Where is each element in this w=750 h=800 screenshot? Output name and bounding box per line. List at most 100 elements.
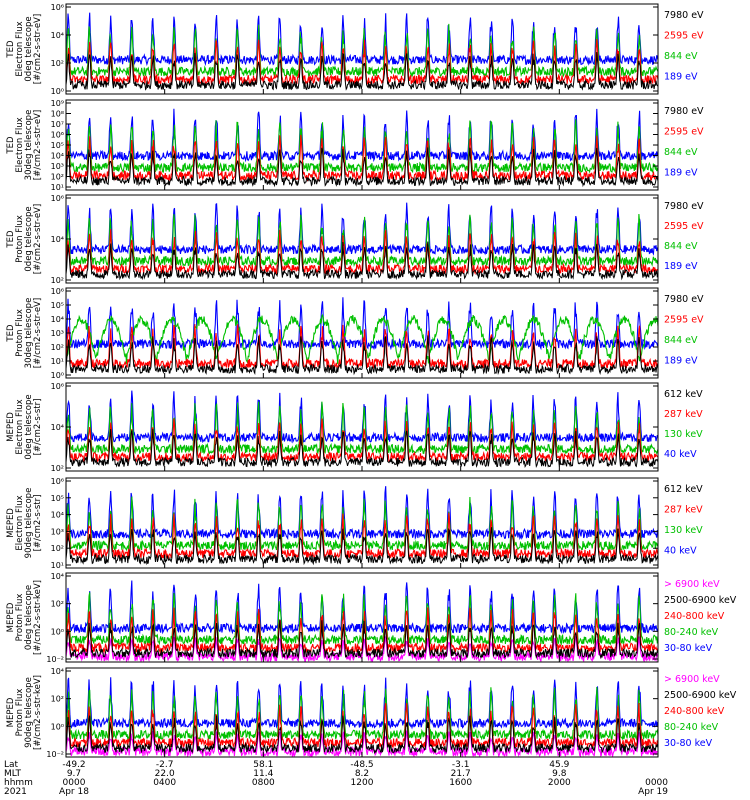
- panel-4-ylabel: Proton Flux: [15, 309, 25, 357]
- panel-2-series-3: [66, 119, 658, 174]
- panel-4-traces: [66, 297, 658, 376]
- panel-5-ylabel: [#/cm2-s-str]: [33, 399, 43, 456]
- panel-6-ytick-label: 10⁵: [51, 494, 64, 503]
- panel-1-ylabel: Electron Flux: [15, 21, 25, 76]
- panel-5-ylabel: MEPED: [6, 412, 16, 442]
- panel-5-legend-item: 130 keV: [664, 429, 703, 440]
- panel-5-ytick-label: 10⁴: [51, 423, 64, 432]
- panel-2-series-1: [66, 147, 658, 188]
- panel-7-legend-item: 80-240 keV: [664, 627, 719, 638]
- panel-7-ylabel: MEPED: [6, 602, 16, 632]
- panel-5-series-3: [66, 401, 658, 456]
- panel-5-ylabel: Electron Flux: [15, 399, 25, 454]
- panel-6-ylabel: [#/cm2-s-str]: [33, 495, 43, 552]
- panel-1-legend-item: 7980 eV: [664, 10, 704, 21]
- panel-4: [65, 287, 659, 379]
- panel-2-legend-item: 2595 eV: [664, 127, 704, 138]
- x-tick-date: Apr 18: [59, 787, 89, 797]
- panel-7-legend-item: 240-800 keV: [664, 611, 725, 622]
- panel-6-series-3: [66, 496, 658, 553]
- panel-8-ylabel: MEPED: [6, 697, 16, 727]
- panel-5-series-4: [66, 390, 658, 445]
- panel-3-legend-item: 2595 eV: [664, 221, 704, 232]
- panel-7-ylabel: [#/cm2-s-str-keV]: [33, 580, 43, 655]
- panel-8-legend-item: 240-800 keV: [664, 706, 725, 717]
- panel-4-ytick-label: 10⁰: [51, 371, 64, 380]
- panel-6: [65, 477, 659, 569]
- panel-3-series-2: [66, 229, 658, 276]
- x-tick-mlt: 9.7: [67, 769, 81, 779]
- panel-2-series-2: [66, 134, 658, 182]
- panel-7-ytick-label: 10⁻²: [46, 655, 64, 664]
- x-tick-lat: 58.1: [253, 760, 273, 770]
- panel-3-ylabel: TED: [6, 230, 16, 249]
- panel-3: [65, 194, 659, 284]
- panel-1-series-3: [66, 23, 658, 78]
- x-tick-hhmm: 2000: [548, 778, 571, 788]
- panel-2-ytick-label: 10¹: [51, 183, 64, 192]
- panel-2-ylabel: TED: [6, 136, 16, 155]
- x-tick-lat: 45.9: [549, 760, 569, 770]
- panel-3-ylabel: 0deg telescope: [24, 206, 34, 271]
- panel-8-legend-item: 2500-6900 keV: [664, 690, 737, 701]
- x-tick-hhmm: 0800: [252, 778, 275, 788]
- panel-5-ylabel: 0deg telescope: [24, 394, 34, 459]
- panel-1-ytick-label: 10²: [51, 59, 64, 68]
- panel-2-ytick-label: 10⁸: [51, 110, 64, 119]
- panel-6-ytick-label: 10²: [51, 544, 64, 553]
- panel-4-legend-item: 7980 eV: [664, 294, 704, 305]
- panel-4-ylabel: 30deg telescope: [24, 298, 34, 369]
- panel-2-ytick-label: 10⁶: [51, 131, 64, 140]
- x-tick-mlt: 21.7: [451, 769, 471, 779]
- panel-8-ytick-label: 10⁻²: [46, 750, 64, 759]
- panel-3-traces: [66, 202, 658, 281]
- panel-6-ylabel: 90deg telescope: [24, 488, 34, 559]
- panel-1-series-1: [66, 52, 658, 91]
- x-axis-row-label: Lat: [4, 760, 19, 770]
- panel-7-legend-item: 30-80 keV: [664, 643, 713, 654]
- panel-5-ytick-label: 10²: [51, 464, 64, 473]
- x-tick-mlt: 9.8: [552, 769, 567, 779]
- x-tick-mlt: 22.0: [155, 769, 175, 779]
- panel-4-ytick-label: 10²: [51, 343, 64, 352]
- panel-1-ylabel: 0deg telescope: [24, 16, 34, 81]
- panel-4-ytick-label: 10⁴: [51, 315, 64, 324]
- panel-8-ylabel: 90deg telescope: [24, 677, 34, 748]
- panel-8-ytick-label: 10⁰: [51, 722, 64, 731]
- x-tick-hhmm: 0400: [153, 778, 176, 788]
- panel-7-legend-item: > 6900 keV: [664, 579, 720, 590]
- panel-2: [65, 99, 659, 191]
- panel-4-ytick-label: 10³: [51, 329, 64, 338]
- panel-2-ytick-label: 10³: [51, 162, 64, 171]
- panel-3-ylabel: [#/cm2-s-str-eV]: [33, 204, 43, 274]
- x-tick-hhmm: 1600: [449, 778, 472, 788]
- panel-3-legend-item: 189 eV: [664, 261, 698, 272]
- panel-1-ytick-label: 10⁴: [51, 31, 64, 40]
- panel-7-series-5: [66, 580, 658, 635]
- x-axis-row-label: 2021: [4, 787, 27, 797]
- panel-2-legend-item: 189 eV: [664, 168, 698, 179]
- panel-3-series-3: [66, 213, 658, 268]
- x-tick-mlt: 11.4: [253, 769, 273, 779]
- panel-5-ytick-label: 10⁶: [51, 382, 64, 391]
- x-tick-lat: -3.1: [452, 760, 470, 770]
- panel-4-ylabel: [#/cm2-s-str-eV]: [33, 298, 43, 368]
- panel-1-legend-item: 2595 eV: [664, 31, 704, 42]
- panel-5-legend-item: 287 keV: [664, 409, 703, 420]
- x-tick-date: Apr 19: [638, 787, 668, 797]
- panel-1-traces: [66, 12, 658, 91]
- panel-6-ytick-label: 10¹: [51, 561, 64, 570]
- panel-3-legend-item: 7980 eV: [664, 201, 704, 212]
- panel-2-ylabel: Electron Flux: [15, 117, 25, 172]
- panel-1-ytick-label: 10⁶: [51, 3, 64, 12]
- panel-7-legend-item: 2500-6900 keV: [664, 595, 737, 606]
- x-axis-row-label: hhmm: [4, 778, 33, 788]
- panel-5-legend-item: 612 keV: [664, 389, 703, 400]
- panel-2-series-4: [66, 108, 658, 163]
- x-tick-hhmm: 0000: [645, 778, 668, 788]
- panel-8-traces: [66, 677, 658, 757]
- x-tick-lat: -2.7: [156, 760, 174, 770]
- x-tick-lat: -48.5: [350, 760, 373, 770]
- panel-7-ylabel: Proton Flux: [15, 594, 25, 642]
- panel-8-ylabel: Proton Flux: [15, 689, 25, 737]
